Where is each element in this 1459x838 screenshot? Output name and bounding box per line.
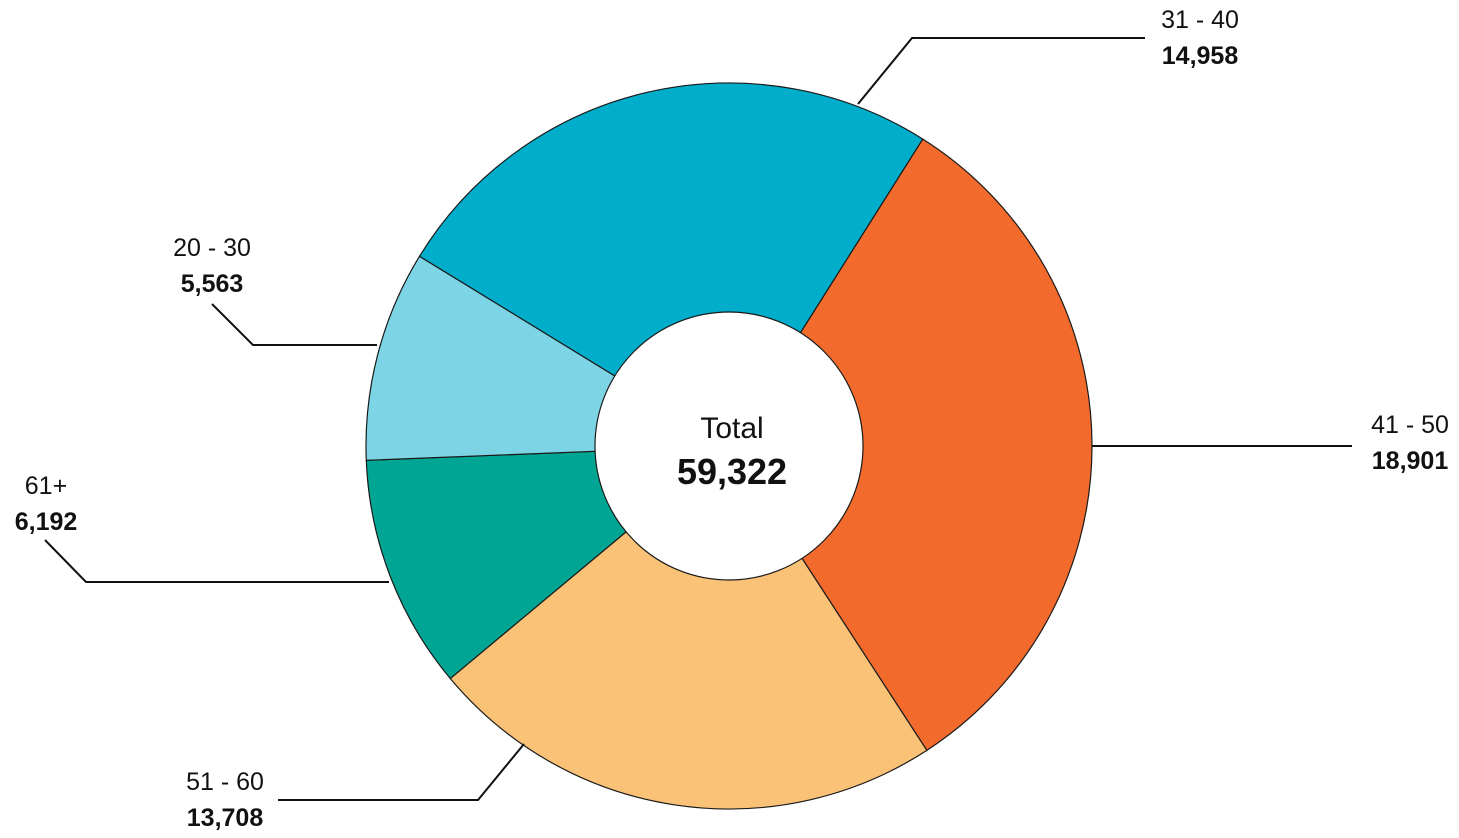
donut-hole bbox=[594, 311, 864, 581]
leader-line bbox=[44, 539, 389, 583]
donut-slices bbox=[365, 82, 1093, 810]
center-total-label: Total bbox=[700, 412, 763, 445]
slice-value-label: 6,192 bbox=[15, 508, 78, 536]
slice-value-label: 13,708 bbox=[187, 804, 264, 832]
slice-category-label: 20 - 30 bbox=[173, 234, 251, 262]
donut-slice-41-50 bbox=[728, 138, 1093, 752]
slice-category-label: 41 - 50 bbox=[1371, 411, 1449, 439]
donut-slice-31-40 bbox=[418, 82, 924, 447]
leader-line bbox=[278, 743, 525, 801]
slice-value-label: 18,901 bbox=[1372, 447, 1449, 475]
donut-slice-51-60 bbox=[449, 445, 928, 810]
center-total-value: 59,322 bbox=[677, 451, 787, 492]
slice-labels: 31 - 40 14,958 41 - 50 18,901 51 - 60 13,708 6… bbox=[15, 6, 1449, 832]
slice-category-label: 51 - 60 bbox=[186, 768, 264, 796]
leader-line bbox=[211, 303, 377, 346]
leader-line bbox=[857, 37, 1145, 105]
slice-value-label: 5,563 bbox=[181, 270, 244, 298]
slice-category-label: 31 - 40 bbox=[1161, 6, 1239, 34]
slice-category-label: 61+ bbox=[25, 472, 67, 500]
leader-lines bbox=[44, 37, 1352, 801]
slice-value-label: 14,958 bbox=[1162, 42, 1239, 70]
